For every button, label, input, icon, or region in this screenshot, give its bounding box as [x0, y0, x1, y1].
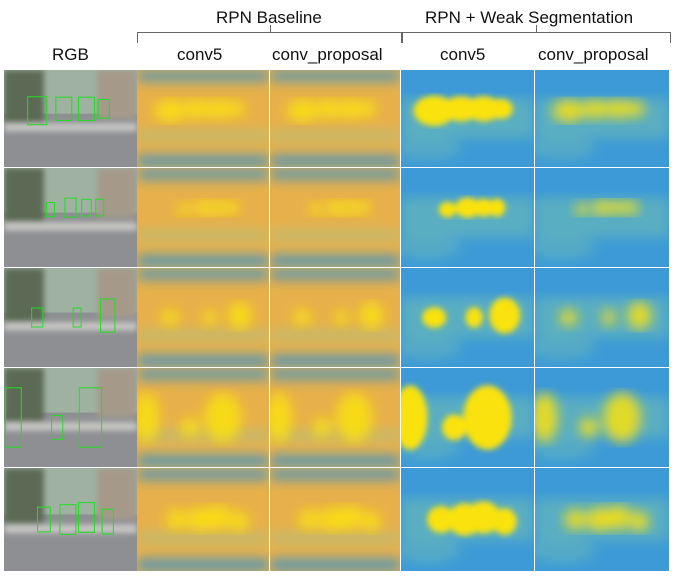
- col-header-rgb: RGB: [52, 45, 89, 64]
- baseline-conv5-heatmap-row-1: [137, 70, 269, 167]
- baseline-conv5-heatmap-row-2: [137, 168, 269, 267]
- weak-seg-conv5-heatmap-row-1: [401, 70, 534, 167]
- baseline-conv5-heatmap-row-3: [137, 268, 269, 367]
- weak-seg-conv5-heatmap-row-3: [401, 268, 534, 367]
- rgb-image-row-5: [4, 468, 137, 571]
- rgb-image-row-3: [4, 268, 137, 367]
- col-header-weak-conv-proposal: conv_proposal: [538, 45, 649, 64]
- weak-seg-conv5-heatmap-row-4: [401, 368, 534, 467]
- col-header-weak-conv5: conv5: [440, 45, 486, 64]
- baseline-bracket: [137, 25, 403, 43]
- weak-seg-bracket: [401, 25, 671, 43]
- weak-seg-conv-proposal-heatmap-row-5: [535, 468, 669, 571]
- baseline-conv-proposal-heatmap-row-1: [270, 70, 400, 167]
- col-header-baseline-conv5: conv5: [177, 45, 223, 64]
- weak-seg-conv-proposal-heatmap-row-1: [535, 70, 669, 167]
- rgb-image-row-1: [4, 70, 137, 167]
- group-title-baseline: RPN Baseline: [216, 8, 322, 27]
- weak-seg-conv5-heatmap-row-2: [401, 168, 534, 267]
- group-title-weak-seg: RPN + Weak Segmentation: [425, 8, 634, 27]
- baseline-conv-proposal-heatmap-row-2: [270, 168, 400, 267]
- rgb-image-row-4: [4, 368, 137, 467]
- baseline-conv5-heatmap-row-5: [137, 468, 269, 571]
- weak-seg-conv-proposal-heatmap-row-2: [535, 168, 669, 267]
- col-header-baseline-conv-proposal: conv_proposal: [272, 45, 383, 64]
- baseline-conv-proposal-heatmap-row-4: [270, 368, 400, 467]
- weak-seg-conv-proposal-heatmap-row-3: [535, 268, 669, 367]
- rgb-image-row-2: [4, 168, 137, 267]
- baseline-conv-proposal-heatmap-row-3: [270, 268, 400, 367]
- weak-seg-conv-proposal-heatmap-row-4: [535, 368, 669, 467]
- weak-seg-conv5-heatmap-row-5: [401, 468, 534, 571]
- baseline-conv-proposal-heatmap-row-5: [270, 468, 400, 571]
- baseline-conv5-heatmap-row-4: [137, 368, 269, 467]
